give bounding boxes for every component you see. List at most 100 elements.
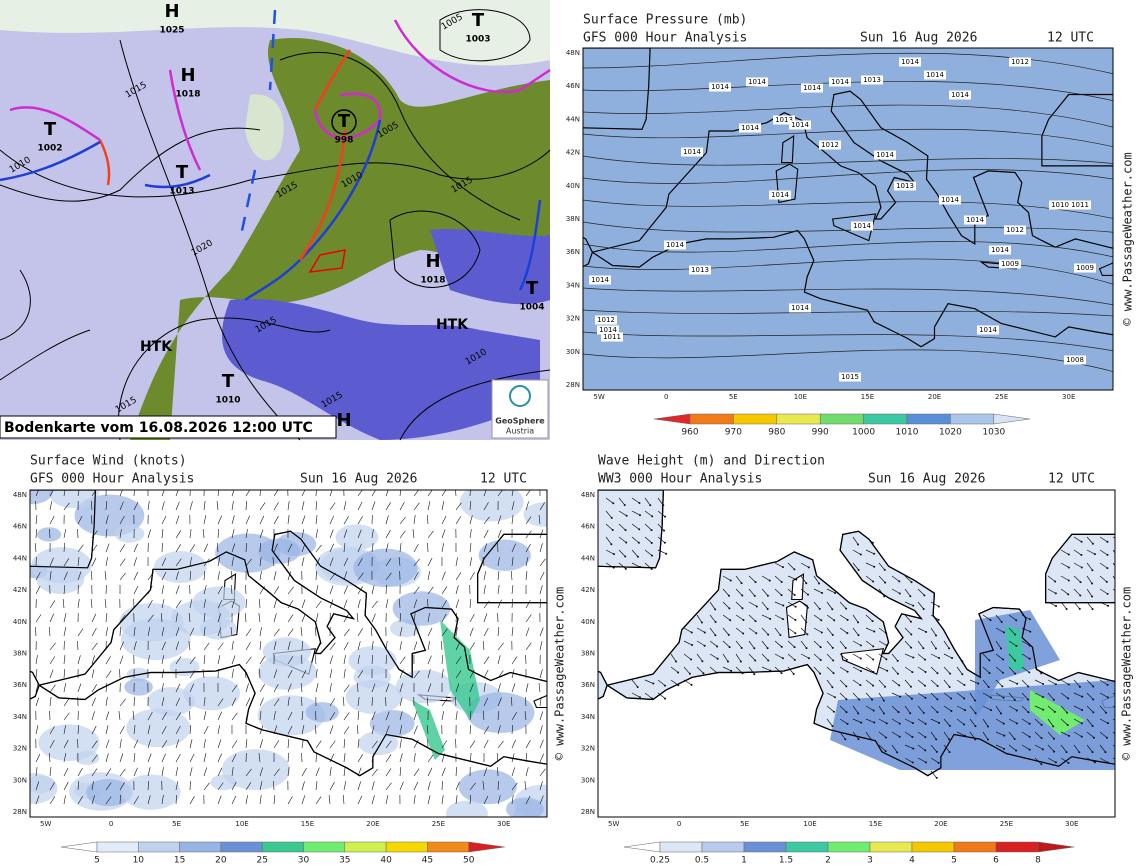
wave-arrow-head: [922, 608, 925, 611]
wave-arrow-head: [872, 670, 875, 673]
wind-barb: [287, 711, 293, 721]
wave-arrow-head: [1067, 697, 1070, 700]
wave-arrow-head: [1042, 696, 1045, 699]
wind-barb: [147, 614, 154, 623]
wave-arrow-head: [846, 722, 849, 725]
wind-barb: [258, 613, 261, 623]
wind-barb: [119, 614, 126, 623]
wind-barb: [413, 515, 416, 525]
wave-arrow-head: [714, 634, 717, 637]
center-letter: H: [336, 410, 351, 431]
map-body: [30, 490, 547, 817]
wave-arrow-head: [896, 659, 899, 662]
pressure-label: 1014: [803, 84, 821, 92]
wave-arrow-head: [1042, 708, 1045, 711]
wind-barb: [133, 501, 139, 511]
wind-barb: [161, 697, 165, 707]
wind-barb: [399, 490, 402, 497]
wave-arrow: [917, 640, 924, 649]
wind-barb: [539, 753, 544, 763]
wind-barb: [427, 655, 432, 665]
wave-arrow: [774, 614, 784, 620]
wind-barb: [329, 642, 336, 651]
wave-arrow-head: [625, 541, 628, 544]
wind-barb: [497, 697, 502, 707]
wind-barb: [119, 490, 123, 497]
pressure-label: 1014: [741, 124, 759, 132]
wind-barb: [315, 613, 319, 623]
sea: [430, 228, 550, 305]
wind-patch: [353, 548, 418, 588]
wave-arrow: [761, 614, 771, 620]
wave-arrow: [774, 627, 781, 636]
wave-arrow-head: [1054, 683, 1057, 686]
wind-barb: [343, 739, 346, 749]
wave-arrow-head: [727, 594, 730, 597]
wave-arrow-head: [740, 646, 743, 649]
wave-arrow: [657, 523, 665, 531]
wave-arrow-head: [819, 646, 822, 649]
wave-arrow: [995, 718, 1004, 724]
wind-barb: [398, 599, 401, 609]
wave-arrow: [1047, 575, 1056, 582]
pressure-label-bg: [894, 181, 916, 191]
wind-barb: [91, 544, 98, 553]
wave-arrow-head: [898, 722, 901, 725]
wind-barb: [497, 711, 500, 721]
wind-strong: [412, 700, 445, 760]
wave-arrow-head: [857, 543, 860, 546]
wave-arrow: [1008, 679, 1018, 685]
wind-barb: [216, 501, 219, 511]
wind-barb: [273, 669, 278, 679]
wave-arrow: [1086, 549, 1096, 555]
wave-arrow: [1112, 757, 1115, 760]
wind-barb: [34, 543, 37, 553]
panel-time: 12 UTC: [1047, 31, 1094, 46]
wave-arrow: [943, 705, 952, 712]
wave-arrow-head: [857, 738, 860, 741]
wind-barb: [35, 515, 38, 525]
wind-barb: [455, 627, 458, 637]
wave-arrow: [878, 679, 886, 687]
wave-arrow: [787, 653, 796, 661]
wave-arrow-head: [925, 630, 928, 633]
wave-arrow: [891, 731, 900, 738]
wind-barb: [539, 558, 546, 567]
center-letter: T: [338, 111, 351, 132]
wind-barb: [203, 725, 209, 735]
wave-arrow: [644, 523, 652, 531]
wind-barb: [301, 613, 306, 623]
colorbar-segment: [179, 841, 222, 853]
wind-barb: [203, 613, 206, 623]
wave-arrow: [917, 744, 926, 751]
wind-barb: [427, 754, 434, 763]
colorbar-segment: [96, 841, 139, 853]
wave-arrow-head: [872, 709, 875, 712]
wind-barb: [231, 529, 235, 539]
wave-arrow-head: [1040, 724, 1043, 727]
wind-barb: [105, 725, 109, 735]
wind-barb: [63, 655, 66, 665]
wind-barb: [469, 725, 472, 735]
wind-patch: [121, 774, 181, 810]
wave-arrow: [1034, 679, 1044, 685]
wave-arrow-head: [1040, 737, 1043, 740]
wind-barb: [329, 725, 334, 735]
wind-patch: [153, 551, 207, 583]
wave-arrow-head: [898, 735, 901, 738]
wind-barb: [189, 571, 192, 581]
lat-label: 28N: [566, 381, 580, 389]
wind-barb: [287, 767, 290, 777]
wind-barb: [217, 698, 224, 707]
pressure-label-bg: [999, 259, 1021, 269]
wind-barb: [49, 739, 55, 749]
colorbar-segment: [303, 841, 346, 853]
wind-barb: [343, 753, 346, 763]
wind-barb: [105, 739, 110, 749]
center-letter: HTK: [140, 339, 173, 355]
wind-barb: [469, 711, 472, 721]
wave-arrow: [644, 536, 652, 544]
wave-arrow: [787, 640, 795, 648]
wind-barb: [133, 557, 137, 567]
wind-barb: [273, 571, 277, 581]
